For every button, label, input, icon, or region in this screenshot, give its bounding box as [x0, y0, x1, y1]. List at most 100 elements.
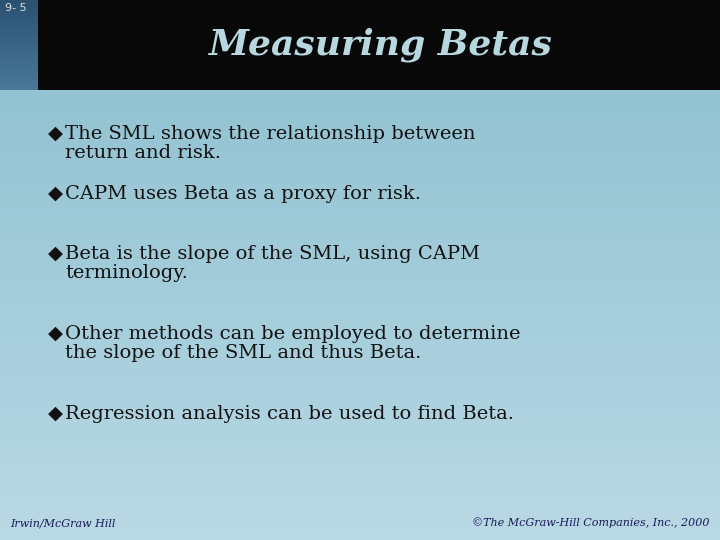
Bar: [0, 346, 720, 351]
Bar: [0, 9, 38, 11]
Bar: [0, 216, 720, 221]
Bar: [0, 238, 720, 243]
Bar: [0, 486, 720, 491]
Bar: [0, 66, 38, 69]
Text: 9- 5: 9- 5: [5, 3, 27, 13]
Bar: [0, 157, 720, 162]
Bar: [0, 4, 38, 5]
Bar: [0, 22, 720, 27]
Bar: [0, 151, 720, 157]
Bar: [0, 15, 38, 16]
Bar: [0, 70, 720, 76]
Bar: [0, 535, 720, 540]
Bar: [0, 38, 38, 39]
Bar: [0, 63, 38, 65]
Bar: [0, 11, 38, 12]
Bar: [0, 47, 38, 49]
Bar: [0, 43, 38, 45]
Bar: [0, 36, 38, 38]
Bar: [0, 281, 720, 286]
Bar: [0, 85, 38, 86]
Bar: [0, 130, 720, 135]
Bar: [0, 529, 720, 535]
Bar: [0, 502, 720, 508]
Bar: [0, 113, 720, 119]
Bar: [0, 200, 720, 205]
Bar: [0, 11, 720, 16]
Bar: [0, 18, 38, 20]
Bar: [0, 362, 720, 367]
Bar: [0, 86, 38, 88]
Bar: [0, 524, 720, 529]
Text: ◆: ◆: [48, 125, 63, 143]
Bar: [0, 83, 38, 85]
Bar: [0, 286, 720, 292]
Bar: [0, 292, 720, 297]
Bar: [0, 42, 38, 43]
Bar: [0, 12, 38, 15]
Bar: [0, 329, 720, 335]
Bar: [0, 54, 38, 56]
Bar: [0, 7, 38, 9]
Bar: [0, 81, 38, 83]
Bar: [0, 23, 38, 25]
Text: Beta is the slope of the SML, using CAPM: Beta is the slope of the SML, using CAPM: [65, 245, 480, 263]
Bar: [0, 45, 38, 47]
Bar: [0, 59, 720, 65]
Bar: [0, 454, 720, 459]
Bar: [0, 29, 38, 31]
Bar: [0, 470, 720, 475]
Bar: [0, 61, 38, 63]
Bar: [0, 38, 720, 43]
Bar: [0, 448, 720, 454]
Bar: [0, 81, 720, 86]
Bar: [0, 184, 720, 189]
Text: Regression analysis can be used to find Beta.: Regression analysis can be used to find …: [65, 405, 514, 423]
Bar: [0, 27, 38, 29]
Bar: [0, 97, 720, 103]
Bar: [0, 88, 38, 90]
Bar: [0, 232, 720, 238]
Bar: [0, 50, 38, 52]
Bar: [0, 481, 720, 486]
Bar: [0, 351, 720, 356]
Bar: [0, 513, 720, 518]
Bar: [0, 313, 720, 319]
Bar: [0, 497, 720, 502]
Bar: [0, 518, 720, 524]
Bar: [0, 464, 720, 470]
Bar: [0, 394, 720, 400]
Bar: [0, 335, 720, 340]
Bar: [0, 56, 38, 58]
Text: ©The McGraw-Hill Companies, Inc., 2000: ©The McGraw-Hill Companies, Inc., 2000: [472, 517, 710, 528]
Bar: [0, 5, 38, 7]
Bar: [0, 49, 720, 54]
Bar: [0, 22, 38, 23]
Bar: [0, 20, 38, 22]
Bar: [0, 76, 720, 81]
Bar: [0, 319, 720, 324]
Bar: [0, 34, 38, 36]
Bar: [0, 108, 720, 113]
Bar: [0, 103, 720, 108]
Bar: [0, 77, 38, 79]
Text: the slope of the SML and thus Beta.: the slope of the SML and thus Beta.: [65, 344, 421, 362]
Bar: [0, 69, 38, 70]
Text: return and risk.: return and risk.: [65, 144, 221, 162]
Bar: [0, 135, 720, 140]
Text: CAPM uses Beta as a proxy for risk.: CAPM uses Beta as a proxy for risk.: [65, 185, 421, 203]
Bar: [0, 146, 720, 151]
Bar: [0, 0, 38, 2]
Bar: [0, 27, 720, 32]
Bar: [0, 389, 720, 394]
Bar: [0, 32, 720, 38]
Bar: [0, 383, 720, 389]
Bar: [0, 70, 38, 72]
Bar: [0, 243, 720, 248]
Bar: [0, 2, 38, 4]
Bar: [0, 16, 720, 22]
Bar: [0, 421, 720, 427]
Bar: [0, 248, 720, 254]
Bar: [0, 16, 38, 18]
Text: The SML shows the relationship between: The SML shows the relationship between: [65, 125, 475, 143]
